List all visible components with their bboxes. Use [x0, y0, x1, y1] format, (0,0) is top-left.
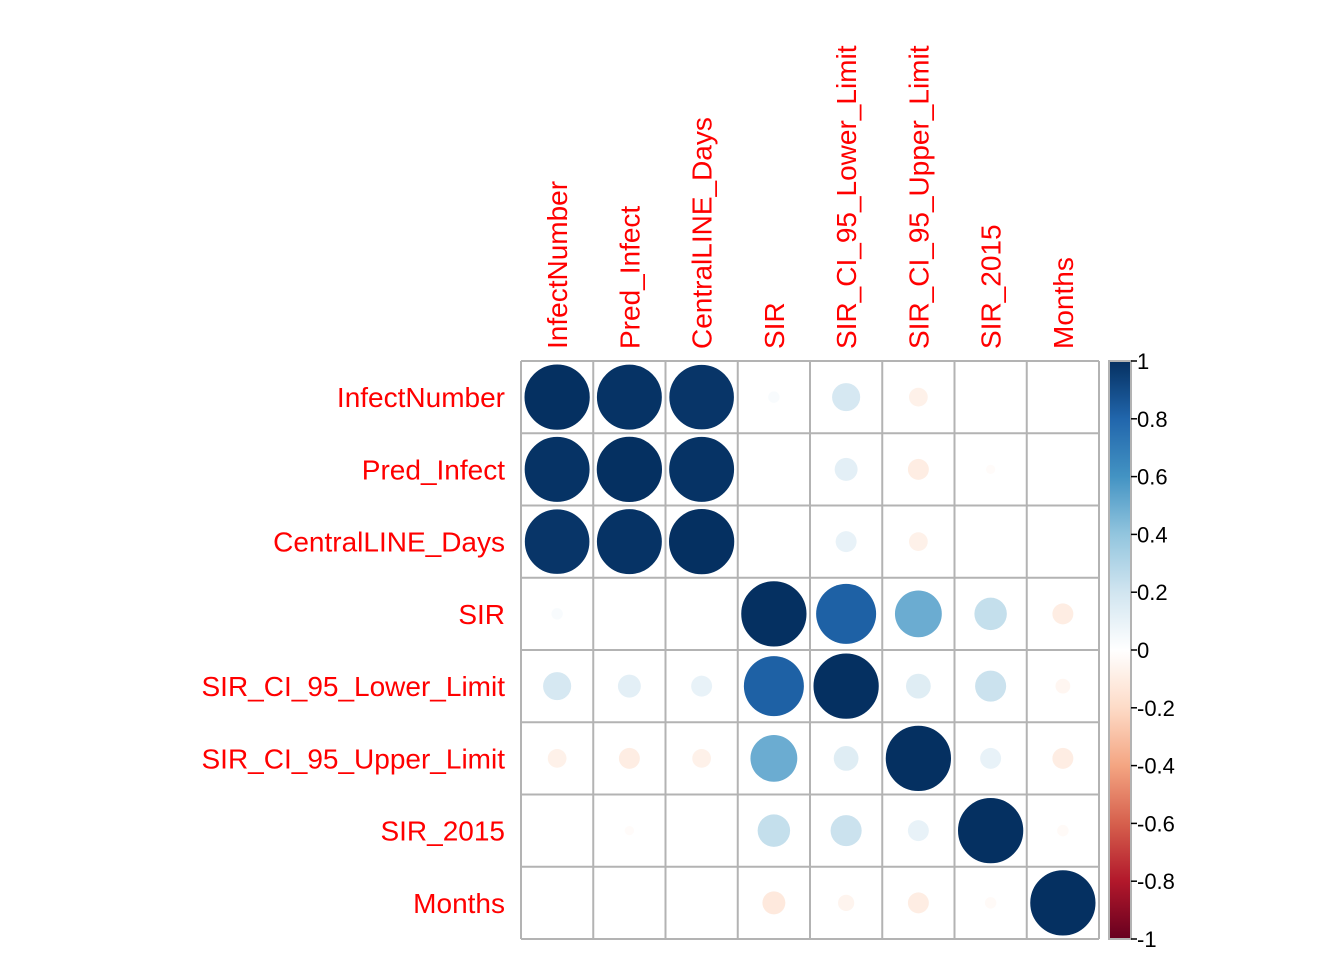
row-label: InfectNumber [337, 382, 505, 413]
correlation-circle [668, 435, 736, 503]
correlation-circles [523, 363, 1097, 937]
correlation-circle [757, 814, 791, 847]
correlation-circle [834, 457, 858, 481]
column-label: Months [1048, 257, 1079, 349]
correlation-circle [985, 464, 996, 475]
column-label: SIR_CI_95_Lower_Limit [831, 45, 862, 349]
correlation-circle [523, 508, 591, 575]
column-label: SIR_2015 [976, 224, 1007, 349]
row-label: CentralLINE_Days [273, 527, 505, 558]
correlation-circle [838, 894, 855, 911]
column-label: SIR [759, 302, 790, 349]
correlation-circle [974, 597, 1007, 631]
correlation-circle [909, 532, 928, 551]
correlation-circle [1055, 678, 1071, 694]
correlation-circle [956, 796, 1025, 865]
correlation-circle [984, 897, 997, 909]
row-label: SIR [458, 599, 505, 630]
correlation-circle [551, 608, 563, 620]
row-label: SIR_CI_95_Lower_Limit [202, 671, 506, 702]
correlation-circle [595, 508, 663, 576]
correlation-circle [543, 672, 572, 701]
correlation-circle [816, 583, 877, 644]
correlation-circle [743, 656, 804, 717]
correlation-circle [691, 675, 713, 697]
colorbar-tick-label: -0.2 [1137, 696, 1175, 721]
correlation-circle [812, 652, 880, 720]
column-label: SIR_CI_95_Upper_Limit [903, 45, 934, 349]
column-label: CentralLINE_Days [687, 117, 718, 349]
column-labels: InfectNumber Pred_Infect CentralLINE_Days S… [542, 45, 1079, 349]
correlation-circle [523, 363, 591, 431]
correlation-circle [1052, 747, 1074, 769]
grid [520, 360, 1100, 940]
correlation-circle [975, 670, 1007, 702]
row-labels: InfectNumber Pred_Infect CentralLINE_Days S… [202, 382, 506, 919]
correlation-circle [1029, 869, 1097, 937]
correlation-circle [832, 383, 861, 412]
colorbar-tick-label: -1 [1137, 927, 1157, 952]
colorbar-tick-label: 1 [1137, 349, 1149, 374]
colorbar-tick-label: -0.8 [1137, 869, 1175, 894]
colorbar-tick-label: 0.4 [1137, 522, 1168, 547]
correlation-circle [668, 363, 735, 431]
correlation-circle [617, 674, 641, 698]
colorbar-gradient [1108, 360, 1132, 940]
correlation-circle [618, 747, 640, 769]
colorbar-tick-label: 0.6 [1137, 465, 1168, 490]
column-label: InfectNumber [542, 181, 573, 349]
correlation-circle [980, 747, 1002, 769]
colorbar-tick-label: 0.2 [1137, 580, 1168, 605]
correlation-circle [523, 435, 591, 503]
colorbar-tick-label: 0 [1137, 638, 1149, 663]
correlation-circle [762, 891, 786, 915]
row-label: SIR_2015 [380, 816, 505, 847]
correlation-circle [907, 458, 929, 480]
correlation-circle [750, 734, 798, 782]
correlation-circle [547, 749, 567, 768]
correlation-circle [830, 815, 862, 847]
correlation-circle [833, 745, 859, 771]
correlation-circle [740, 580, 808, 648]
correlation-circle [894, 590, 942, 638]
correlation-circle [692, 749, 711, 768]
row-label: Months [413, 888, 505, 919]
correlation-circle [624, 825, 635, 836]
correlation-circle [835, 531, 857, 553]
row-label: Pred_Infect [362, 454, 505, 485]
correlation-circle [907, 820, 929, 842]
correlation-circle [907, 892, 929, 914]
correlation-circle [595, 363, 663, 431]
row-label: SIR_CI_95_Upper_Limit [202, 743, 506, 774]
correlation-circle [595, 435, 664, 504]
correlation-circle [1057, 824, 1069, 837]
colorbar: 1 0.8 0.6 0.4 0.2 0 -0.2 -0.4 -0.6 -0.8 -1 [1108, 349, 1175, 952]
column-label: Pred_Infect [614, 206, 645, 349]
colorbar-tick-label: -0.6 [1137, 811, 1175, 836]
colorbar-tick-label: 0.8 [1137, 407, 1168, 432]
correlation-circle [667, 507, 736, 576]
correlation-circle [884, 724, 953, 793]
correlation-circle [1052, 603, 1074, 625]
correlation-circle [768, 391, 780, 403]
correlation-circle [909, 387, 928, 407]
colorbar-tick-label: -0.4 [1137, 754, 1175, 779]
correlation-circle [905, 673, 931, 699]
